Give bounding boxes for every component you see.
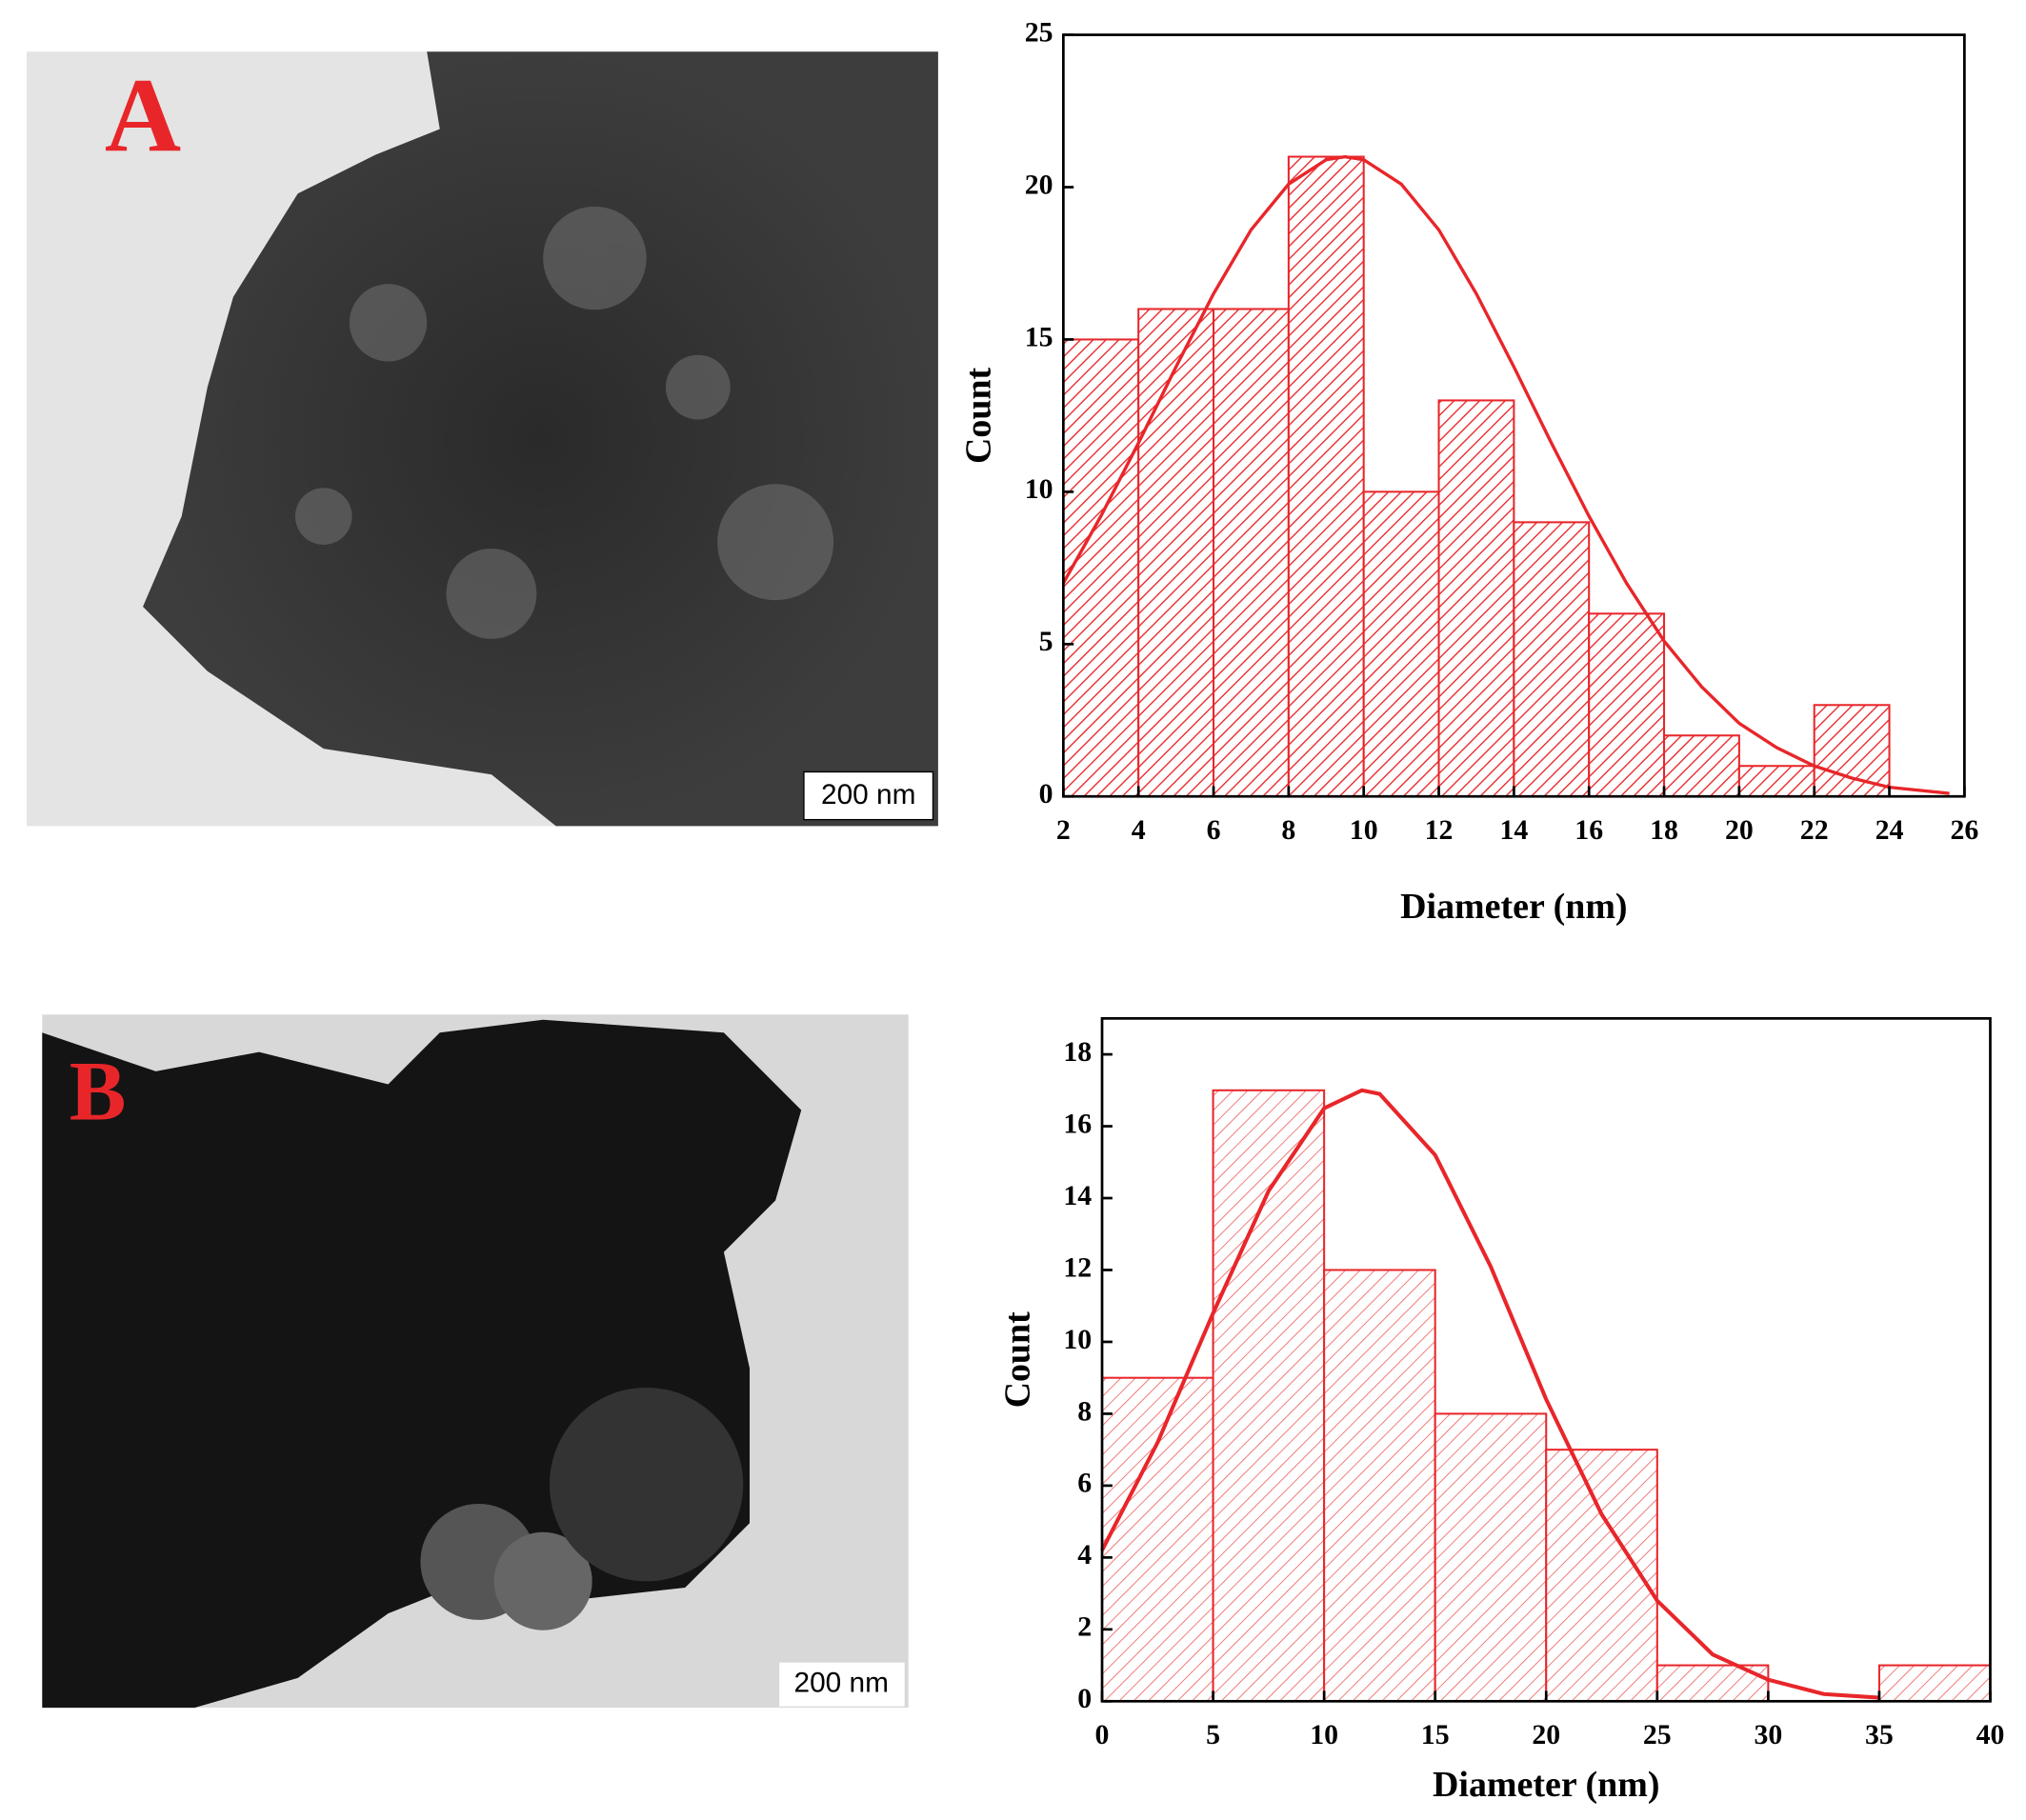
x-tick-label: 30 xyxy=(1754,1719,1782,1750)
bar xyxy=(1287,155,1365,798)
fit-curve xyxy=(1061,154,1950,795)
bar xyxy=(1062,338,1140,798)
y-tick-label: 0 xyxy=(1039,778,1053,810)
x-tick-label: 6 xyxy=(1207,814,1221,846)
y-axis-title: Count xyxy=(959,367,999,464)
y-tick-label: 16 xyxy=(1063,1108,1092,1139)
bar xyxy=(1588,612,1666,798)
tem-image-a xyxy=(27,51,938,827)
scale-bar-label: 200 nm xyxy=(821,779,915,810)
x-tick-label: 10 xyxy=(1350,814,1378,846)
x-tick-label: 25 xyxy=(1643,1719,1672,1750)
bar xyxy=(1663,734,1740,798)
x-tick-label: 12 xyxy=(1425,814,1454,846)
x-tick-label: 22 xyxy=(1800,814,1829,846)
x-tick-label: 18 xyxy=(1650,814,1678,846)
panel-label: B xyxy=(70,1044,127,1138)
bar xyxy=(1101,1376,1214,1703)
x-tick-label: 20 xyxy=(1725,814,1754,846)
bar xyxy=(1813,704,1891,798)
bar xyxy=(1434,1412,1548,1703)
x-tick-label: 8 xyxy=(1281,814,1295,846)
bar xyxy=(1323,1269,1436,1703)
y-tick-label: 14 xyxy=(1063,1180,1092,1211)
y-tick-label: 4 xyxy=(1077,1539,1092,1570)
y-tick-label: 12 xyxy=(1063,1251,1092,1283)
y-axis-title: Count xyxy=(997,1311,1037,1409)
x-tick-label: 0 xyxy=(1095,1719,1110,1750)
bar xyxy=(1513,521,1591,798)
bar xyxy=(1362,490,1440,798)
y-tick-label: 25 xyxy=(1025,16,1053,48)
x-tick-label: 24 xyxy=(1876,814,1904,846)
y-tick-label: 10 xyxy=(1063,1324,1092,1355)
tem-image-b xyxy=(42,1014,909,1709)
bar xyxy=(1213,308,1290,798)
bar xyxy=(1545,1449,1658,1703)
x-tick-label: 26 xyxy=(1950,814,1978,846)
bar xyxy=(1137,308,1215,798)
y-tick-label: 5 xyxy=(1039,626,1053,657)
x-tick-label: 15 xyxy=(1421,1719,1450,1750)
x-tick-label: 20 xyxy=(1532,1719,1560,1750)
y-tick-label: 15 xyxy=(1025,321,1053,352)
y-tick-label: 2 xyxy=(1077,1611,1092,1643)
y-tick-label: 20 xyxy=(1025,169,1053,200)
panel-label: A xyxy=(105,57,181,174)
bar xyxy=(1212,1089,1326,1703)
scale-bar-label: 200 nm xyxy=(794,1668,889,1699)
x-tick-label: 16 xyxy=(1575,814,1603,846)
y-tick-label: 6 xyxy=(1077,1468,1092,1499)
bar xyxy=(1737,765,1815,798)
y-tick-label: 8 xyxy=(1077,1395,1092,1427)
x-tick-label: 35 xyxy=(1865,1719,1894,1750)
x-tick-label: 14 xyxy=(1499,814,1528,846)
fit-curve xyxy=(1100,1088,1880,1700)
x-axis-title: Diameter (nm) xyxy=(1433,1765,1659,1805)
x-tick-label: 4 xyxy=(1132,814,1146,846)
y-tick-label: 18 xyxy=(1063,1036,1092,1068)
x-tick-label: 5 xyxy=(1206,1719,1220,1750)
bar xyxy=(1877,1664,1992,1703)
y-tick-label: 0 xyxy=(1077,1683,1092,1714)
x-tick-label: 40 xyxy=(1976,1719,2005,1750)
x-tick-label: 10 xyxy=(1310,1719,1338,1750)
x-tick-label: 2 xyxy=(1056,814,1071,846)
x-axis-title: Diameter (nm) xyxy=(1400,887,1627,927)
bar xyxy=(1437,399,1515,798)
y-tick-label: 10 xyxy=(1025,473,1053,505)
